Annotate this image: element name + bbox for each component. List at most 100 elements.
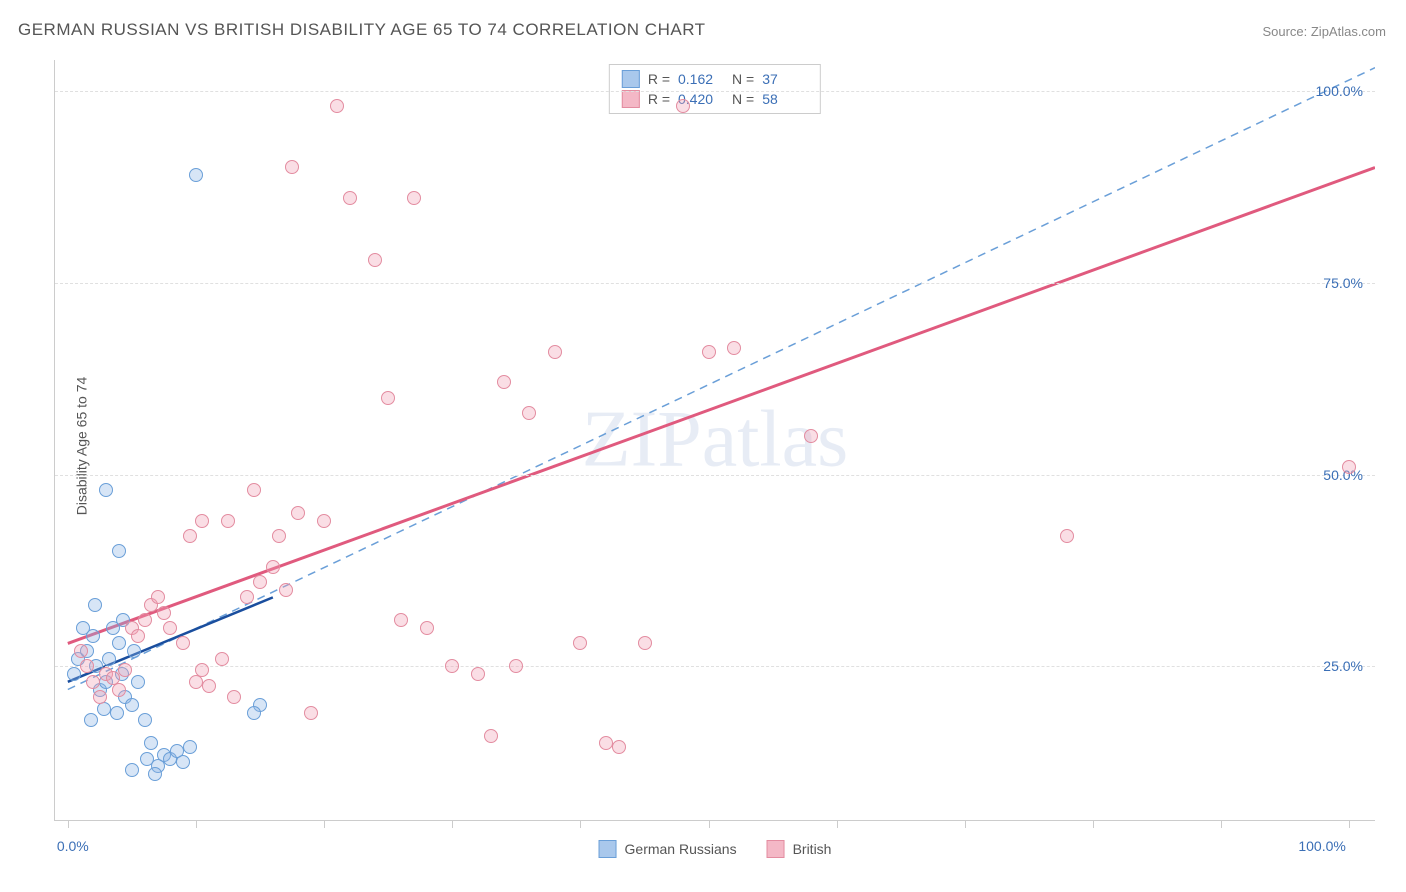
data-point bbox=[157, 606, 171, 620]
x-tick bbox=[837, 820, 838, 828]
gridline bbox=[55, 283, 1375, 284]
trend-line bbox=[68, 167, 1375, 643]
data-point bbox=[118, 663, 132, 677]
series-legend-label: German Russians bbox=[625, 841, 737, 857]
x-tick bbox=[324, 820, 325, 828]
data-point bbox=[112, 544, 126, 558]
gridline bbox=[55, 666, 1375, 667]
data-point bbox=[125, 763, 139, 777]
series-legend-item: British bbox=[767, 840, 832, 858]
chart-title: GERMAN RUSSIAN VS BRITISH DISABILITY AGE… bbox=[18, 20, 706, 40]
data-point bbox=[93, 690, 107, 704]
data-point bbox=[189, 168, 203, 182]
r-value: 0.162 bbox=[678, 71, 724, 87]
data-point bbox=[247, 483, 261, 497]
r-label: R = bbox=[648, 71, 670, 87]
n-value: 37 bbox=[762, 71, 808, 87]
legend-swatch bbox=[767, 840, 785, 858]
n-label: N = bbox=[732, 71, 754, 87]
data-point bbox=[88, 598, 102, 612]
data-point bbox=[804, 429, 818, 443]
y-tick-label: 25.0% bbox=[1323, 658, 1363, 674]
data-point bbox=[343, 191, 357, 205]
y-tick-label: 100.0% bbox=[1316, 83, 1363, 99]
x-tick bbox=[965, 820, 966, 828]
data-point bbox=[102, 652, 116, 666]
data-point bbox=[676, 99, 690, 113]
data-point bbox=[304, 706, 318, 720]
series-legend-label: British bbox=[793, 841, 832, 857]
data-point bbox=[381, 391, 395, 405]
gridline bbox=[55, 91, 1375, 92]
series-legend-item: German Russians bbox=[599, 840, 737, 858]
data-point bbox=[176, 636, 190, 650]
data-point bbox=[195, 663, 209, 677]
n-label: N = bbox=[732, 91, 754, 107]
x-tick bbox=[580, 820, 581, 828]
data-point bbox=[202, 679, 216, 693]
data-point bbox=[99, 483, 113, 497]
data-point bbox=[80, 659, 94, 673]
data-point bbox=[131, 675, 145, 689]
source-prefix: Source: bbox=[1262, 24, 1310, 39]
x-tick bbox=[1221, 820, 1222, 828]
data-point bbox=[727, 341, 741, 355]
x-tick bbox=[709, 820, 710, 828]
data-point bbox=[484, 729, 498, 743]
scatter-plot: ZIPatlas R =0.162N =37R =0.420N =58 Germ… bbox=[54, 60, 1375, 821]
data-point bbox=[138, 713, 152, 727]
data-point bbox=[317, 514, 331, 528]
data-point bbox=[1060, 529, 1074, 543]
x-tick bbox=[452, 820, 453, 828]
data-point bbox=[148, 767, 162, 781]
data-point bbox=[138, 613, 152, 627]
legend-swatch bbox=[599, 840, 617, 858]
data-point bbox=[548, 345, 562, 359]
data-point bbox=[131, 629, 145, 643]
x-tick bbox=[196, 820, 197, 828]
data-point bbox=[195, 514, 209, 528]
data-point bbox=[125, 698, 139, 712]
data-point bbox=[221, 514, 235, 528]
gridline bbox=[55, 475, 1375, 476]
data-point bbox=[509, 659, 523, 673]
data-point bbox=[163, 621, 177, 635]
data-point bbox=[215, 652, 229, 666]
data-point bbox=[330, 99, 344, 113]
x-tick-label: 0.0% bbox=[57, 838, 89, 854]
data-point bbox=[445, 659, 459, 673]
n-value: 58 bbox=[762, 91, 808, 107]
data-point bbox=[612, 740, 626, 754]
data-point bbox=[86, 629, 100, 643]
data-point bbox=[112, 636, 126, 650]
data-point bbox=[183, 740, 197, 754]
data-point bbox=[522, 406, 536, 420]
x-tick bbox=[1349, 820, 1350, 828]
data-point bbox=[420, 621, 434, 635]
data-point bbox=[266, 560, 280, 574]
data-point bbox=[86, 675, 100, 689]
data-point bbox=[144, 736, 158, 750]
stats-legend: R =0.162N =37R =0.420N =58 bbox=[609, 64, 821, 114]
data-point bbox=[497, 375, 511, 389]
data-point bbox=[368, 253, 382, 267]
legend-swatch bbox=[622, 70, 640, 88]
data-point bbox=[247, 706, 261, 720]
source-name: ZipAtlas.com bbox=[1311, 24, 1386, 39]
data-point bbox=[279, 583, 293, 597]
data-point bbox=[471, 667, 485, 681]
source-label: Source: ZipAtlas.com bbox=[1262, 24, 1386, 39]
stats-legend-row: R =0.420N =58 bbox=[622, 89, 808, 109]
data-point bbox=[702, 345, 716, 359]
data-point bbox=[240, 590, 254, 604]
series-legend: German Russians British bbox=[599, 840, 832, 858]
data-point bbox=[285, 160, 299, 174]
data-point bbox=[599, 736, 613, 750]
data-point bbox=[183, 529, 197, 543]
data-point bbox=[638, 636, 652, 650]
data-point bbox=[67, 667, 81, 681]
stats-legend-row: R = 0.162 N = 37 bbox=[622, 69, 808, 89]
data-point bbox=[272, 529, 286, 543]
trend-line bbox=[68, 68, 1375, 690]
data-point bbox=[1342, 460, 1356, 474]
